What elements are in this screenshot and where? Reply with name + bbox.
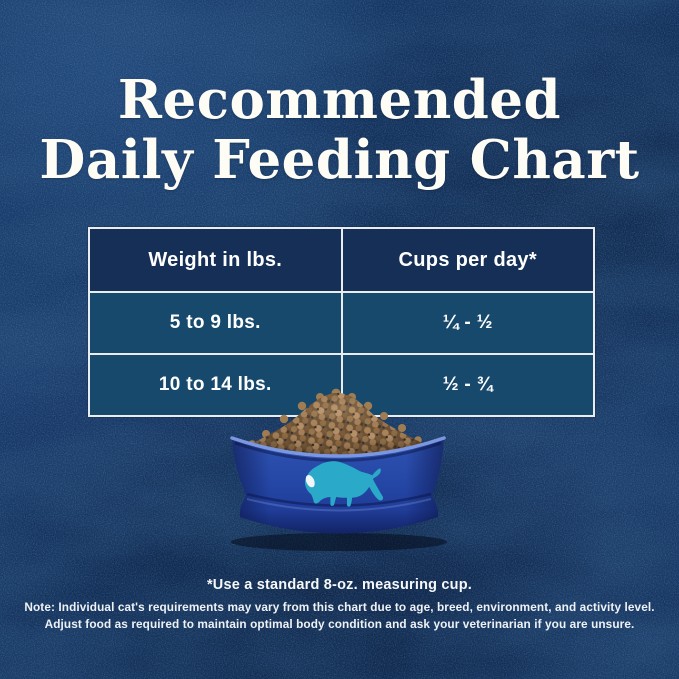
page-title: Recommended Daily Feeding Chart <box>0 70 679 190</box>
bowl-shadow <box>231 533 447 551</box>
disclaimer-note: Note: Individual cat's requirements may … <box>0 599 679 633</box>
measuring-cup-footnote: *Use a standard 8-oz. measuring cup. <box>206 577 473 593</box>
table-cell-weight-row1: 5 to 9 lbs. <box>90 293 341 353</box>
table-header-weight: Weight in lbs. <box>90 229 341 291</box>
disclaimer-note-line1: Note: Individual cat's requirements may … <box>24 600 655 614</box>
disclaimer-note-line2: Adjust food as required to maintain opti… <box>44 617 635 631</box>
page-title-line2: Daily Feeding Chart <box>39 129 640 191</box>
food-bowl-graphic <box>230 388 447 551</box>
page-title-line1: Recommended <box>117 69 562 131</box>
table-cell-cups-row1: ¼ - ½ <box>342 293 593 353</box>
food-bowl-illustration <box>224 388 454 558</box>
table-header-cups: Cups per day* <box>342 229 593 291</box>
